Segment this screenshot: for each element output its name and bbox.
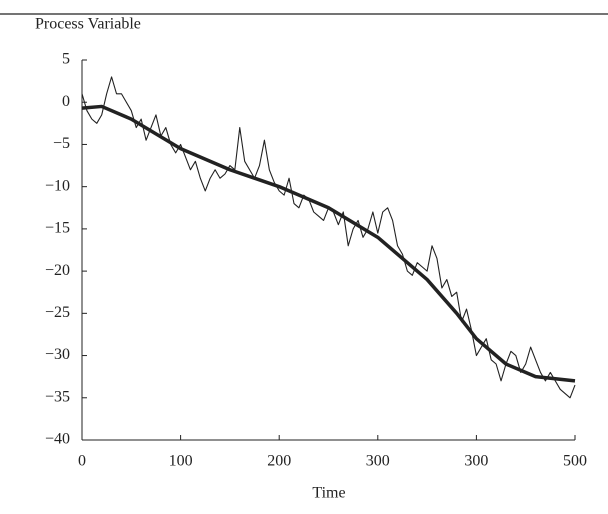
y-tick-label: −40	[45, 431, 70, 448]
y-tick-label: −5	[53, 135, 70, 152]
series-line	[81, 76, 576, 399]
y-tick-label: 5	[62, 51, 70, 68]
x-tick-label: 300	[366, 453, 390, 470]
y-tick-label: 0	[62, 93, 70, 110]
x-tick-label: 0	[78, 453, 86, 470]
x-tick-label: 200	[267, 453, 291, 470]
x-axis-label: Time	[312, 485, 345, 502]
y-tick-label: −20	[45, 262, 70, 279]
x-tick-label: 300	[464, 453, 488, 470]
y-tick-label: −35	[45, 388, 70, 405]
y-tick-label: −30	[45, 346, 70, 363]
series-line	[81, 104, 576, 383]
y-tick-label: −10	[45, 177, 70, 194]
x-tick-label: 100	[169, 453, 193, 470]
y-tick-label: −15	[45, 220, 70, 237]
y-tick-label: −25	[45, 304, 70, 321]
chart-title: Process Variable	[35, 16, 141, 33]
x-tick-label: 500	[563, 453, 587, 470]
